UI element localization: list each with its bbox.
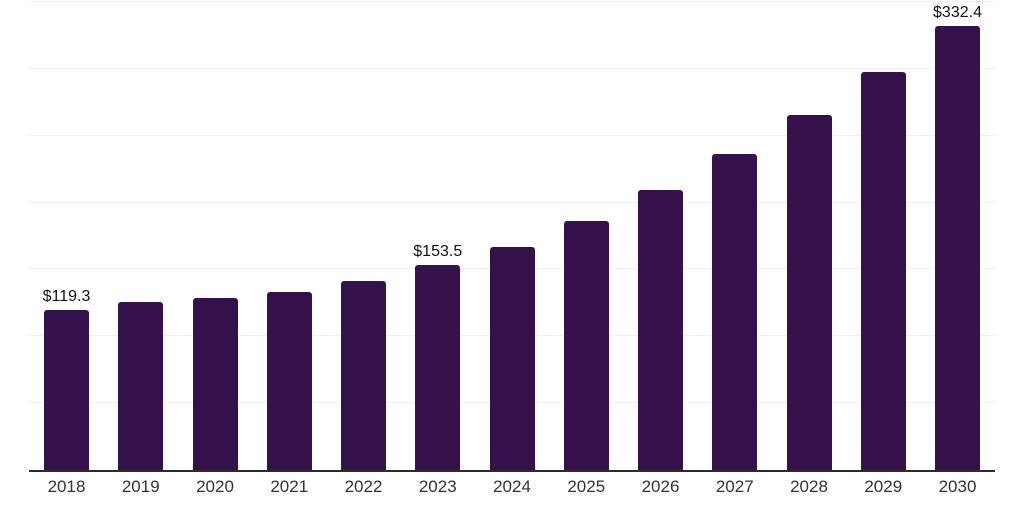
gridline bbox=[29, 134, 995, 136]
bar-2027 bbox=[712, 153, 758, 470]
x-tick-label-2024: 2024 bbox=[493, 477, 531, 496]
bar-slot-2030: $332.4 bbox=[933, 2, 982, 470]
bar-2021 bbox=[266, 291, 312, 470]
x-tick-label-2021: 2021 bbox=[270, 477, 309, 496]
x-tick-label-2019: 2019 bbox=[121, 477, 160, 496]
x-tick-label-2020: 2020 bbox=[196, 477, 234, 496]
bar-value-label-2018: $119.3 bbox=[42, 288, 91, 306]
x-tick-label-2018: 2018 bbox=[47, 477, 86, 496]
bar-slot-2029 bbox=[860, 2, 906, 470]
x-tick-label-2023: 2023 bbox=[418, 477, 457, 496]
bar-2029 bbox=[860, 71, 906, 470]
bar-slot-2024 bbox=[489, 2, 535, 470]
x-tick-label-2026: 2026 bbox=[641, 477, 680, 496]
x-tick-label-2028: 2028 bbox=[790, 477, 828, 496]
bar-slot-2023: $153.5 bbox=[413, 2, 463, 470]
bar-slot-2025 bbox=[563, 2, 609, 470]
gridline bbox=[29, 201, 995, 203]
x-tick-label-2025: 2025 bbox=[567, 477, 606, 496]
x-tick-label-2027: 2027 bbox=[715, 477, 754, 496]
bar-2024 bbox=[489, 246, 535, 470]
bar-slot-2021 bbox=[266, 2, 312, 470]
bar-slot-2027 bbox=[712, 2, 758, 470]
gridline bbox=[29, 1, 995, 2]
bar-slot-2022 bbox=[341, 2, 386, 470]
x-tick-label-2030: 2030 bbox=[938, 477, 977, 496]
x-tick-label-2022: 2022 bbox=[344, 477, 383, 496]
bar-2026 bbox=[638, 190, 683, 470]
bar-2028 bbox=[786, 115, 832, 470]
bar-value-label-2023: $153.5 bbox=[413, 242, 463, 260]
bar-value-label-2030: $332.4 bbox=[933, 3, 982, 21]
bar-slot-2026 bbox=[638, 2, 683, 470]
bar-2022 bbox=[341, 280, 386, 470]
x-tick-label-2029: 2029 bbox=[864, 477, 903, 496]
bar-slot-2020 bbox=[192, 2, 238, 470]
bar-slot-2019 bbox=[118, 2, 164, 470]
bars: $119.3 $153.5 $332.4 bbox=[29, 2, 995, 470]
bar-2023 bbox=[415, 264, 461, 470]
bar-2019 bbox=[118, 301, 164, 470]
bar-2020 bbox=[192, 298, 238, 470]
bar-slot-2018: $119.3 bbox=[42, 2, 91, 470]
bar-2018 bbox=[44, 310, 89, 470]
gridline bbox=[29, 67, 995, 69]
bar-2025 bbox=[563, 220, 609, 470]
bar-slot-2028 bbox=[786, 2, 832, 470]
plot-area: $119.3 $153.5 $332.4 bbox=[29, 1, 995, 472]
bar-2030 bbox=[935, 25, 980, 470]
x-axis: 2018 2019 2020 2021 2022 2023 2024 2025 2026 2027… bbox=[29, 477, 995, 497]
